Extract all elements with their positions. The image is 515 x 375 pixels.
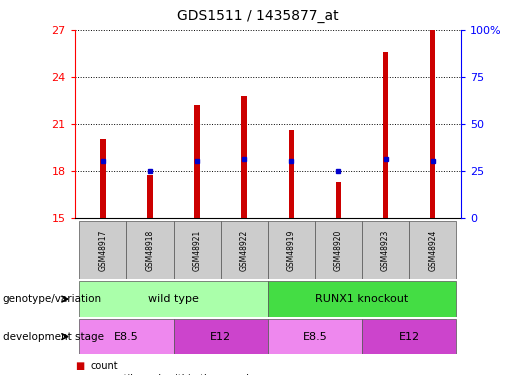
Bar [268, 319, 362, 354]
Text: wild type: wild type [148, 294, 199, 304]
Text: ■: ■ [75, 374, 84, 375]
Bar [194, 105, 200, 218]
Text: GSM48924: GSM48924 [428, 230, 437, 271]
Text: E12: E12 [399, 332, 420, 342]
Text: count: count [90, 361, 118, 370]
Bar [315, 221, 362, 279]
Bar [221, 221, 268, 279]
Bar [79, 281, 268, 317]
Bar [79, 319, 174, 354]
Bar [430, 30, 436, 217]
Bar [336, 182, 341, 218]
Bar [174, 221, 221, 279]
Bar [268, 221, 315, 279]
Text: genotype/variation: genotype/variation [3, 294, 101, 304]
Bar [79, 221, 127, 279]
Bar [127, 221, 174, 279]
Text: GSM48920: GSM48920 [334, 230, 343, 271]
Text: GSM48921: GSM48921 [193, 230, 202, 271]
Text: GSM48923: GSM48923 [381, 230, 390, 271]
Text: RUNX1 knockout: RUNX1 knockout [315, 294, 408, 304]
Text: GDS1511 / 1435877_at: GDS1511 / 1435877_at [177, 9, 338, 23]
Bar [174, 319, 268, 354]
Text: E8.5: E8.5 [302, 332, 327, 342]
Bar [100, 140, 106, 218]
Bar [409, 221, 456, 279]
Bar [383, 52, 388, 217]
Text: GSM48918: GSM48918 [146, 230, 154, 271]
Text: percentile rank within the sample: percentile rank within the sample [90, 374, 255, 375]
Text: GSM48917: GSM48917 [98, 230, 108, 271]
Text: ■: ■ [75, 361, 84, 370]
Bar [288, 130, 294, 218]
Text: GSM48922: GSM48922 [240, 230, 249, 271]
Text: GSM48919: GSM48919 [287, 230, 296, 271]
Text: development stage: development stage [3, 332, 104, 342]
Bar [362, 319, 456, 354]
Text: E12: E12 [210, 332, 231, 342]
Bar [147, 176, 153, 217]
Text: E8.5: E8.5 [114, 332, 139, 342]
Bar [242, 96, 247, 218]
Bar [268, 281, 456, 317]
Bar [362, 221, 409, 279]
